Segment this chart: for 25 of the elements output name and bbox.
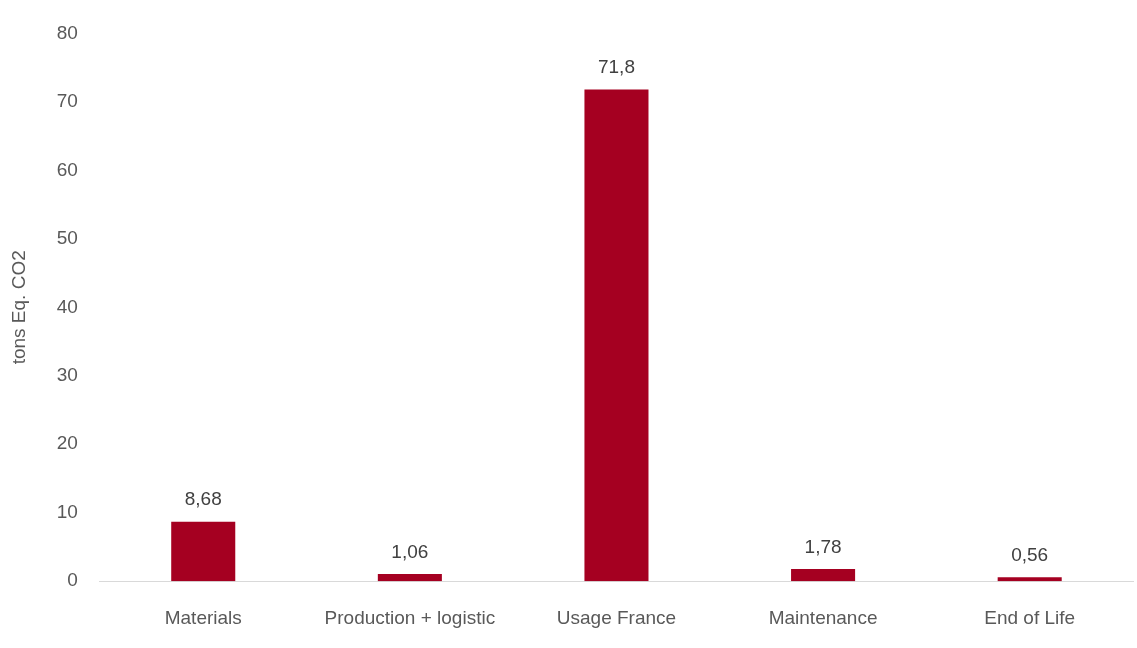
y-tick-label: 30 bbox=[56, 364, 78, 386]
x-tick-label: Production + logistic bbox=[324, 606, 496, 628]
x-tick-label: Materials bbox=[164, 606, 242, 628]
bar bbox=[377, 573, 442, 582]
x-tick-label: Maintenance bbox=[768, 606, 878, 628]
y-tick-label: 50 bbox=[56, 227, 78, 249]
data-label: 1,06 bbox=[391, 540, 429, 562]
data-label: 8,68 bbox=[184, 488, 222, 510]
data-label: 0,56 bbox=[1011, 544, 1049, 566]
y-tick-label: 70 bbox=[56, 90, 78, 112]
y-tick-label: 0 bbox=[67, 569, 78, 591]
data-label: 1,78 bbox=[804, 535, 842, 557]
y-tick-label: 60 bbox=[56, 158, 78, 180]
bar bbox=[791, 569, 856, 582]
x-tick-label: Usage France bbox=[556, 606, 677, 628]
y-tick-label: 80 bbox=[56, 21, 78, 43]
bar bbox=[997, 577, 1062, 582]
bar bbox=[584, 89, 649, 582]
x-tick-label: End of Life bbox=[984, 606, 1076, 628]
bar bbox=[171, 521, 236, 582]
y-axis-title: tons Eq. CO2 bbox=[7, 250, 29, 365]
y-tick-label: 20 bbox=[56, 432, 78, 454]
y-tick-label: 40 bbox=[56, 295, 78, 317]
data-label: 71,8 bbox=[597, 56, 635, 78]
y-tick-label: 10 bbox=[56, 500, 78, 522]
